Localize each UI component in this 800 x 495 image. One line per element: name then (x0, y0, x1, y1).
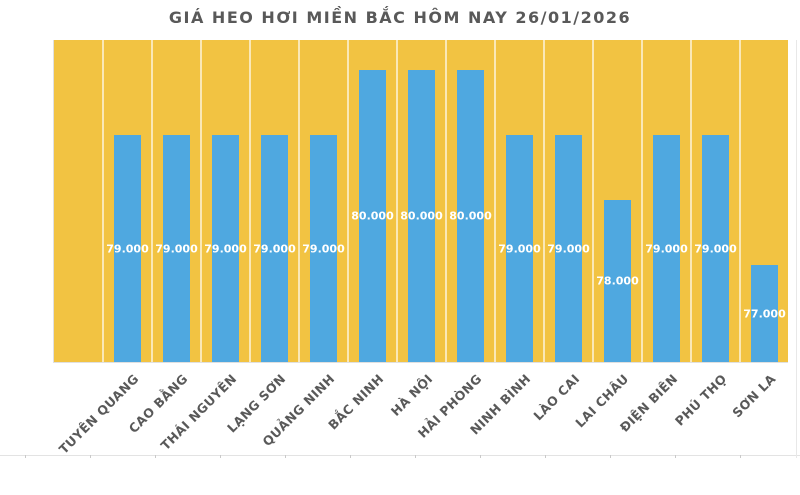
sheet-gridline-tick (675, 455, 676, 458)
x-axis-label: CAO BẰNG (125, 371, 191, 437)
x-axis-label: QUẢNG NINH (259, 371, 338, 450)
bar: 79.000 (253, 135, 296, 362)
plot-area: 79.000 79.000 79.000 79.000 79.000 80.000 80.0… (53, 40, 788, 363)
x-axis-label: LAI CHÂU (572, 371, 632, 431)
x-axis-label: HẢI PHÒNG (414, 371, 485, 441)
bar: 79.000 (106, 135, 149, 362)
x-axis-label: THÁI NGUYÊN (157, 371, 240, 454)
sheet-gridline-tick (155, 455, 156, 458)
bar-value-label: 80.000 (351, 209, 394, 223)
sheet-gridline-tick (480, 455, 481, 458)
category-separator-gridline (249, 40, 251, 362)
category-separator-gridline (592, 40, 594, 362)
category-separator-gridline (347, 40, 349, 362)
bar: 80.000 (400, 70, 443, 362)
x-axis-label: ĐIỆN BIÊN (616, 371, 681, 435)
sheet-gridline-right (796, 40, 797, 458)
bar: 79.000 (155, 135, 198, 362)
sheet-gridline-tick (25, 455, 26, 458)
chart-title: GIÁ HEO HƠI MIỀN BẮC HÔM NAY 26/01/2026 (168, 8, 632, 27)
bar-value-label: 80.000 (449, 209, 492, 223)
x-axis-label: BẮC NINH (325, 371, 387, 433)
bar-value-label: 79.000 (204, 242, 247, 255)
bar: 77.000 (743, 265, 786, 362)
bar-value-label: 79.000 (498, 242, 541, 255)
x-axis-label: NINH BÌNH (467, 371, 534, 438)
x-axis-label: HÀ NỘI (387, 371, 436, 419)
bar: 79.000 (694, 135, 737, 362)
x-axis-label: SƠN LA (729, 371, 779, 421)
category-separator-gridline (151, 40, 153, 362)
bar: 79.000 (547, 135, 590, 362)
bar-value-label: 77.000 (743, 307, 786, 320)
sheet-gridline-tick (350, 455, 351, 458)
sheet-gridline-tick (740, 455, 741, 458)
bar-value-label: 80.000 (400, 209, 443, 223)
category-separator-gridline (739, 40, 741, 362)
x-axis-label: TUYÊN QUANG (55, 371, 142, 457)
bar-value-label: 78.000 (596, 274, 639, 288)
chart: GIÁ HEO HƠI MIỀN BẮC HÔM NAY 26/01/2026 … (0, 8, 800, 458)
sheet-gridline-tick (220, 455, 221, 458)
bar-value-label: 79.000 (547, 242, 590, 255)
category-separator-gridline (298, 40, 300, 362)
category-separator-gridline (543, 40, 545, 362)
category-separator-gridline (396, 40, 398, 362)
bar: 79.000 (645, 135, 688, 362)
bar-value-label: 79.000 (302, 242, 345, 255)
sheet-gridline-tick (610, 455, 611, 458)
category-separator-gridline (200, 40, 202, 362)
category-separator-gridline (102, 40, 104, 362)
bar-value-label: 79.000 (694, 242, 737, 255)
bar: 80.000 (449, 70, 492, 362)
sheet-gridline-tick (90, 455, 91, 458)
bar-value-label: 79.000 (155, 242, 198, 255)
bar-value-label: 79.000 (645, 242, 688, 255)
bar-value-label: 79.000 (106, 242, 149, 255)
category-separator-gridline (690, 40, 692, 362)
bar: 79.000 (204, 135, 247, 362)
x-axis-label: LẠNG SƠN (224, 371, 289, 436)
bar: 78.000 (596, 200, 639, 362)
sheet-gridline-tick (545, 455, 546, 458)
sheet-gridline-bottom (0, 455, 800, 456)
category-separator-gridline (494, 40, 496, 362)
bar-value-label: 79.000 (253, 242, 296, 255)
x-axis-label: LÀO CAI (530, 371, 583, 424)
sheet-gridline-tick (415, 455, 416, 458)
bar: 79.000 (302, 135, 345, 362)
category-separator-gridline (445, 40, 447, 362)
sheet-gridline-tick (285, 455, 286, 458)
bar: 79.000 (498, 135, 541, 362)
category-separator-gridline (641, 40, 643, 362)
bar: 80.000 (351, 70, 394, 362)
x-axis-label: PHÚ THỌ (671, 371, 730, 429)
